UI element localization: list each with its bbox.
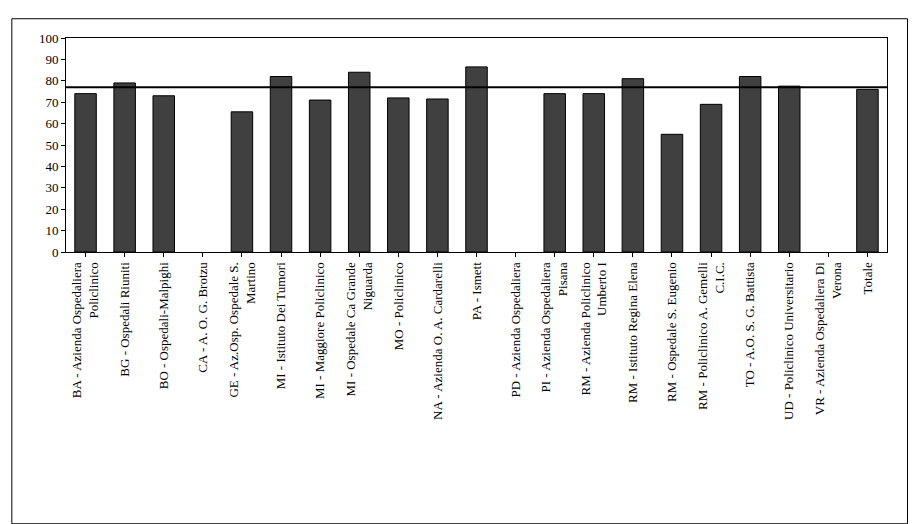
svg-text:RM - Ospedale S. Eugenio: RM - Ospedale S. Eugenio [664, 262, 679, 402]
svg-text:CA - A. O. G. Brotzu: CA - A. O. G. Brotzu [195, 262, 210, 373]
svg-text:100: 100 [39, 31, 59, 46]
svg-text:80: 80 [45, 73, 58, 88]
svg-text:50: 50 [45, 138, 58, 153]
svg-text:MI - Istituto Dei Tumori: MI - Istituto Dei Tumori [273, 262, 288, 390]
svg-text:MI - Maggiore Policlinico: MI - Maggiore Policlinico [312, 262, 327, 399]
svg-text:10: 10 [45, 223, 58, 238]
svg-text:Totale: Totale [860, 262, 875, 295]
svg-text:VR - Azienda Ospedaliera DiVer: VR - Azienda Ospedaliera DiVerona [812, 262, 844, 415]
svg-text:MI - Ospedale Ca GrandeNiguard: MI - Ospedale Ca GrandeNiguarda [343, 262, 375, 397]
svg-text:0: 0 [52, 245, 59, 260]
svg-text:20: 20 [45, 202, 58, 217]
svg-text:BG - Ospedali Riuniti: BG - Ospedali Riuniti [117, 262, 132, 377]
svg-text:60: 60 [45, 116, 58, 131]
svg-text:PA - Ismett: PA - Ismett [469, 262, 484, 320]
svg-text:PI - Azienda OspedalieraPisana: PI - Azienda OspedalieraPisana [538, 262, 570, 393]
svg-text:40: 40 [45, 159, 58, 174]
svg-text:RM - Azienda PoliclinicoUmbert: RM - Azienda PoliclinicoUmberto I [578, 262, 610, 395]
svg-text:UD - Policlinico Universitario: UD - Policlinico Universitario [781, 262, 796, 420]
svg-text:MO - Policlinico: MO - Policlinico [391, 262, 406, 350]
svg-text:TO - A.O. S. G. Battista: TO - A.O. S. G. Battista [742, 262, 757, 387]
svg-text:30: 30 [45, 180, 58, 195]
svg-text:NA - Azienda O. A. Cardarelli: NA - Azienda O. A. Cardarelli [430, 262, 445, 420]
svg-text:70: 70 [45, 95, 58, 110]
svg-text:90: 90 [45, 52, 58, 67]
svg-text:GE - Az.Osp. Ospedale S.Martin: GE - Az.Osp. Ospedale S.Martino [226, 262, 258, 397]
svg-text:RM - Istituto Regina Elena: RM - Istituto Regina Elena [625, 262, 640, 403]
svg-text:RM - Policlinico A. GemelliC.I: RM - Policlinico A. GemelliC.I.C. [695, 262, 727, 410]
svg-text:BO - Ospedali-Malpighi: BO - Ospedali-Malpighi [156, 262, 171, 389]
svg-text:PD - Azienda Ospedaliera: PD - Azienda Ospedaliera [508, 262, 523, 398]
svg-text:BA - Azienda OspedalieraPolicl: BA - Azienda OspedalieraPoliclinico [69, 262, 101, 398]
